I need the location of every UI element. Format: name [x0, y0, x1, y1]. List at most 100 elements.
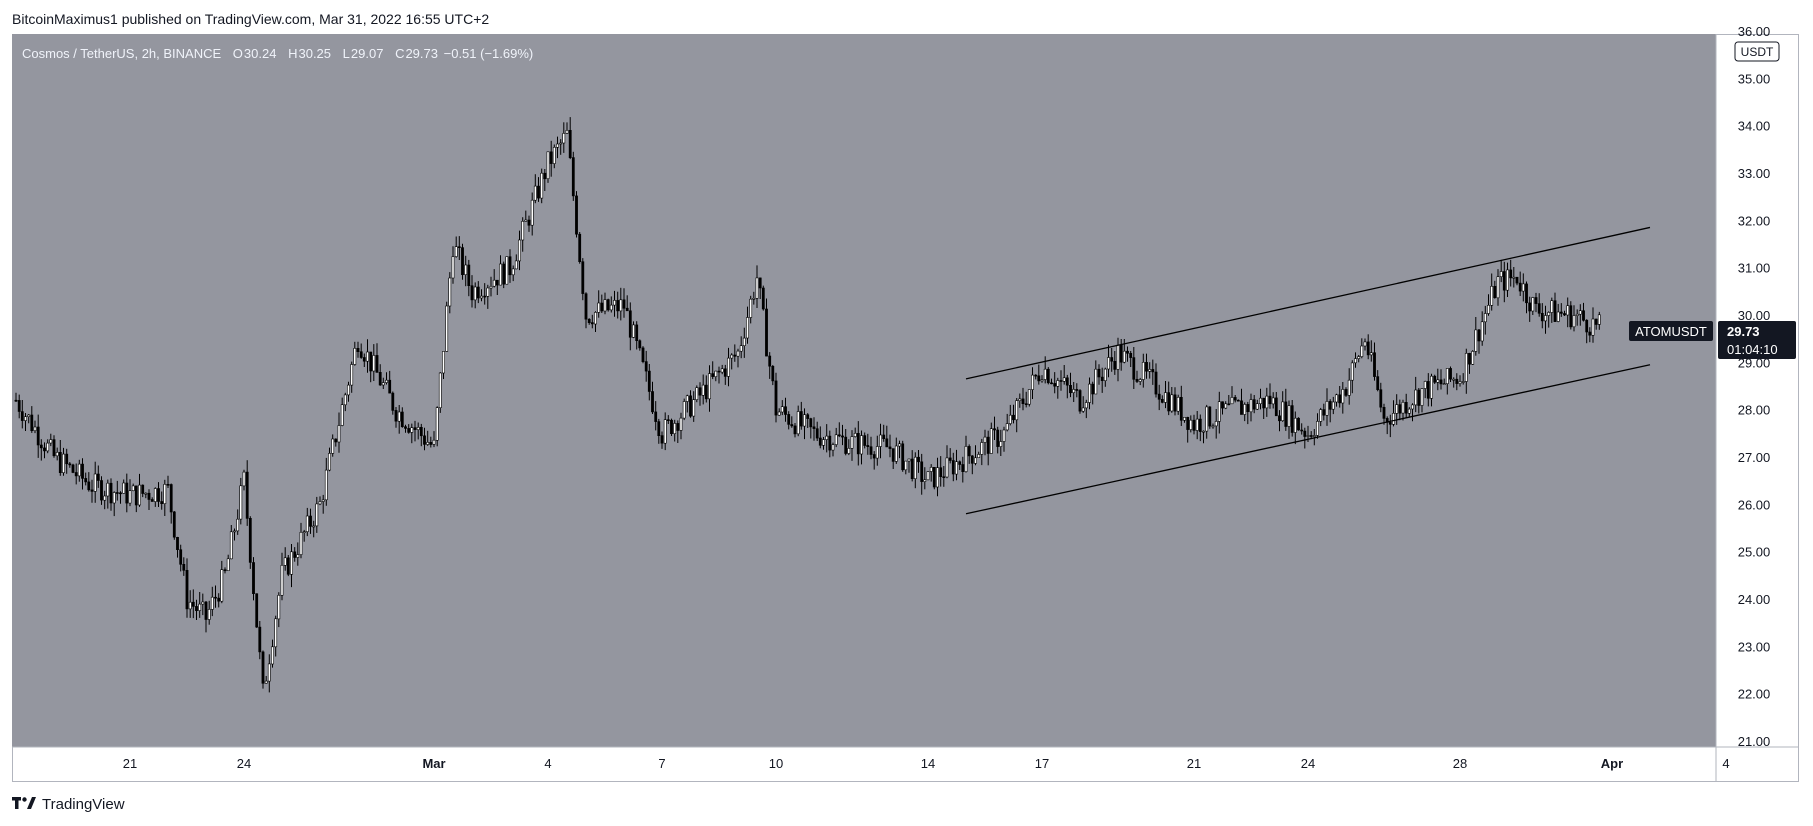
candle-body — [1506, 269, 1509, 291]
candle-body — [1354, 358, 1357, 364]
open-value: 30.24 — [243, 46, 277, 61]
candle-body — [87, 481, 91, 491]
candle-body — [1170, 394, 1174, 412]
candle-body — [153, 488, 157, 502]
candle-body — [685, 395, 689, 402]
candle-body — [1186, 416, 1190, 430]
candle-body — [141, 484, 145, 494]
candle-body — [562, 133, 566, 144]
candle-body — [951, 460, 955, 475]
candle-body — [720, 368, 724, 373]
candle-body — [647, 370, 651, 392]
candle-body — [1525, 283, 1528, 304]
candle-body — [923, 479, 927, 482]
candle-body — [533, 185, 537, 201]
candle-body — [1246, 404, 1250, 412]
candle-body — [1243, 404, 1247, 415]
candle-body — [594, 312, 597, 325]
time-tick-label: 10 — [769, 756, 783, 771]
candle-body — [1582, 310, 1585, 321]
candle-body — [122, 482, 126, 494]
channel-upper-line[interactable] — [965, 226, 1651, 380]
candle-body — [1575, 313, 1579, 316]
candle-body — [654, 411, 658, 422]
price-scale[interactable]: 36.00 35.00 34.00 33.00 32.00 31.00 30.00 29.00… — [1738, 24, 1771, 749]
change-value: −0.51 (−1.69%) — [443, 46, 534, 61]
candle-body — [1436, 379, 1440, 383]
candle-body — [315, 503, 319, 527]
candle-body — [521, 221, 525, 241]
candle-body — [1433, 375, 1437, 383]
candle-body — [359, 351, 363, 358]
candle-body — [1480, 321, 1484, 342]
candle-body — [1274, 397, 1278, 417]
channel-lower-line[interactable] — [965, 364, 1651, 515]
candle-body — [768, 355, 772, 367]
candle-body — [413, 427, 417, 430]
candle-body — [739, 345, 743, 352]
candle-body — [1151, 369, 1155, 373]
time-tick-label: 4 — [1722, 756, 1729, 771]
candle-body — [52, 439, 56, 457]
candle-body — [1031, 374, 1034, 390]
candle-body — [765, 308, 768, 357]
candle-body — [163, 483, 167, 504]
candle-body — [1141, 361, 1145, 380]
time-tick-label: 24 — [1301, 756, 1315, 771]
candle-body — [578, 233, 582, 262]
candle-body — [404, 426, 407, 429]
bar-countdown: 01:04:10 — [1727, 342, 1778, 357]
candle-body — [882, 434, 886, 440]
candle-body — [1518, 282, 1522, 292]
tradingview-brand[interactable]: TradingView — [12, 794, 125, 814]
plot-area[interactable] — [12, 34, 1716, 747]
candle-body — [62, 453, 65, 474]
candle-body — [983, 436, 987, 443]
candle-body — [755, 277, 759, 299]
last-price-badge[interactable]: 29.73 01:04:10 — [1718, 321, 1796, 359]
candle-body — [666, 419, 670, 422]
time-scale[interactable]: 21 24 Mar 4 7 10 14 17 21 24 28 Apr 4 — [123, 756, 1730, 771]
candle-body — [188, 601, 192, 610]
candle-body — [1540, 312, 1544, 322]
candle-body — [777, 411, 781, 416]
candle-body — [93, 473, 97, 492]
candle-body — [160, 501, 164, 505]
candle-body — [201, 601, 205, 605]
candles-group — [14, 117, 1601, 693]
candle-body — [1322, 409, 1326, 416]
candle-body — [907, 458, 911, 462]
candle-body — [1008, 414, 1012, 424]
candle-body — [134, 485, 138, 506]
candle-body — [879, 434, 882, 447]
candle-body — [1287, 405, 1291, 427]
candle-body — [1585, 319, 1589, 333]
symbol-badge[interactable]: ATOMUSDT — [1629, 321, 1713, 341]
candle-body — [375, 355, 379, 373]
candle-body — [1024, 403, 1028, 406]
candle-body — [1357, 356, 1361, 359]
candle-body — [597, 302, 601, 313]
candle-body — [419, 426, 423, 437]
candle-body — [929, 466, 933, 472]
candle-body — [1461, 381, 1465, 383]
candle-body — [470, 285, 474, 301]
candle-body — [350, 364, 354, 386]
candle-body — [328, 453, 331, 471]
symbol-badge-label: ATOMUSDT — [1635, 324, 1707, 339]
candle-body — [1360, 345, 1364, 357]
candle-body — [1414, 389, 1418, 406]
candle-body — [144, 492, 148, 495]
low-key: L — [342, 46, 350, 61]
currency-label-box[interactable]: USDT — [1734, 41, 1780, 62]
candle-body — [736, 350, 740, 357]
candle-body — [1192, 419, 1196, 431]
candle-body — [1122, 350, 1126, 363]
candle-body — [1331, 401, 1335, 410]
price-tick-label: 25.00 — [1738, 545, 1771, 560]
candle-body — [1214, 421, 1218, 427]
candle-body — [340, 404, 344, 426]
candle-body — [701, 384, 705, 396]
candle-body — [540, 172, 544, 199]
